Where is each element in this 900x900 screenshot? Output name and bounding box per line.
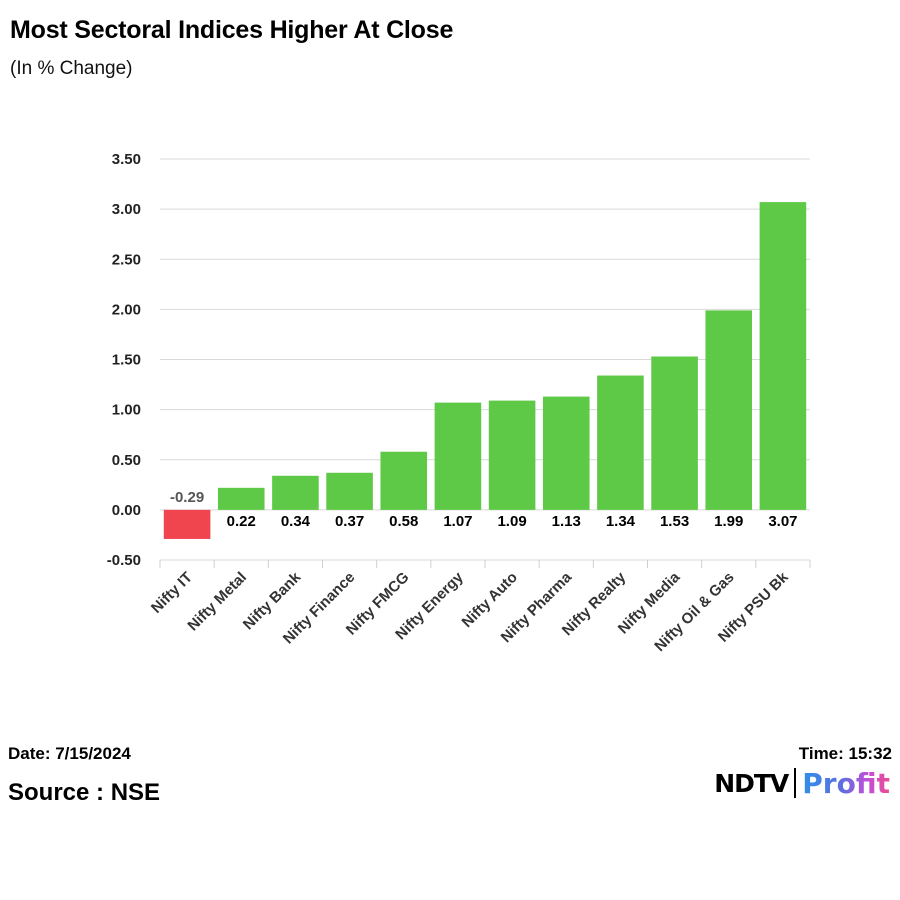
bar	[163, 509, 211, 539]
data-label: 1.99	[714, 513, 743, 530]
logo-ndtv-text: NDTV	[714, 768, 789, 798]
y-tick-label: 0.50	[112, 452, 141, 469]
data-label: 0.34	[281, 513, 311, 530]
bar	[651, 356, 698, 510]
source-label: Source : NSE	[8, 779, 161, 806]
bar	[272, 475, 319, 510]
x-tick-label: Nifty IT	[148, 569, 196, 617]
date-label: Date: 7/15/2024	[8, 744, 131, 763]
data-label: 1.13	[552, 513, 581, 530]
y-tick-label: 2.00	[112, 301, 141, 318]
y-tick-label: 1.50	[112, 352, 141, 369]
bar	[217, 487, 265, 510]
data-label: 3.07	[768, 513, 797, 530]
data-label: 0.58	[389, 513, 418, 530]
x-tick-label: Nifty Metal	[184, 569, 250, 635]
data-label: 1.53	[660, 513, 689, 530]
chart-title: Most Sectoral Indices Higher At Close	[10, 16, 454, 44]
ndtv-profit-logo: NDTV Profit	[714, 765, 890, 801]
bar	[380, 451, 428, 510]
time-label: Time: 15:32	[798, 744, 892, 763]
chart-subtitle: (In % Change)	[10, 58, 133, 79]
data-label: 1.34	[606, 513, 636, 530]
data-label: 0.22	[227, 513, 256, 530]
bar	[597, 375, 644, 510]
y-tick-label: 1.00	[112, 402, 141, 419]
data-label: 0.37	[335, 513, 364, 530]
y-tick-label: 3.50	[112, 151, 141, 168]
y-tick-label: -0.50	[107, 552, 141, 569]
data-label: 1.07	[443, 513, 472, 530]
logo-profit-text: Profit	[802, 766, 890, 800]
y-tick-label: 2.50	[112, 251, 141, 268]
bar	[326, 472, 373, 510]
y-tick-label: 0.00	[112, 502, 141, 519]
bar	[542, 396, 590, 510]
data-label: -0.29	[170, 489, 204, 506]
bar	[488, 400, 536, 510]
bar-chart: -0.29 0.22 0.34 0.37 0.58 1.07 1.09 1.13 1.34 1.5…	[107, 151, 811, 655]
logo-divider	[794, 768, 797, 798]
bar	[705, 310, 753, 510]
data-label: 1.09	[497, 513, 526, 530]
bar	[434, 402, 482, 510]
bar	[759, 202, 807, 510]
y-tick-label: 3.00	[112, 201, 141, 218]
